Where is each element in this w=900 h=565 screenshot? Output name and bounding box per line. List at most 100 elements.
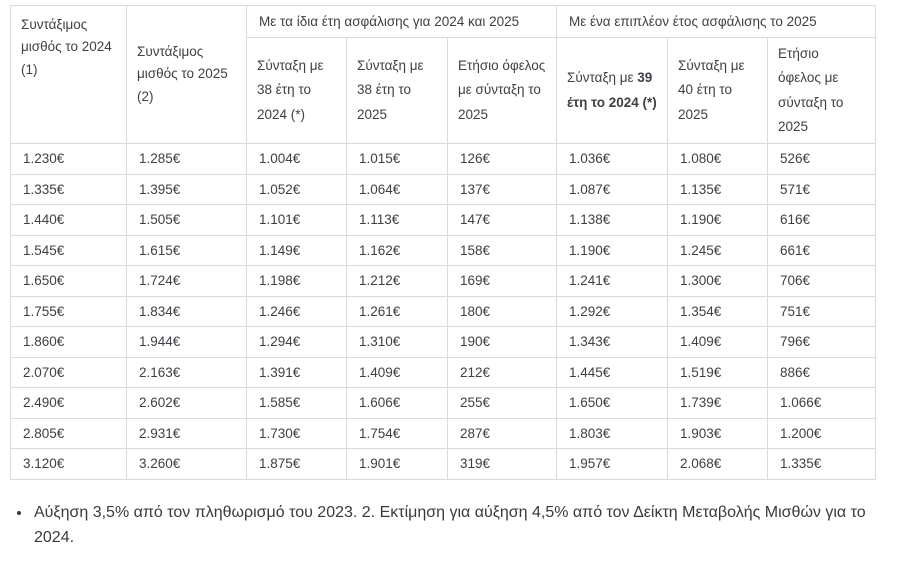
table-header-row-groups: Συντάξιμος μισθός το 2024 (1) Συντάξιμος… [10,4,877,145]
col-header-annual-benefit-same-years: Ετήσιο όφελος με σύνταξη το 2025 [446,36,558,145]
table-cell: 616€ [767,204,877,236]
table-cell: 1.190€ [556,234,669,267]
table-row: 1.545€ 1.615€ 1.149€ 1.162€ 158€ 1.190€ 1.245€… [10,234,877,267]
table-cell: 1.519€ [667,356,769,389]
table-header: Συντάξιμος μισθός το 2024 (1) Συντάξιμος… [10,4,877,145]
table-cell: 1.080€ [667,143,769,175]
table-cell: 1.957€ [556,448,669,480]
table-row: 2.070€ 2.163€ 1.391€ 1.409€ 212€ 1.445€ 1.519€… [10,356,877,389]
header-text: Ετήσιο όφελος με σύνταξη το 2025 [778,46,844,134]
table-cell: 1.754€ [346,417,448,450]
header-text: Σύνταξη με 38 έτη το 2025 [357,58,424,122]
table-cell: 212€ [446,356,558,389]
table-cell: 1.230€ [10,143,127,175]
table-cell: 1.285€ [126,143,247,175]
table-cell: 1.335€ [10,173,127,206]
table-cell: 1.138€ [556,204,669,236]
table-cell: 1.212€ [346,265,448,297]
table-cell: 1.149€ [246,234,347,267]
table-cell: 2.163€ [126,356,247,389]
table-cell: 1.066€ [767,387,877,419]
table-cell: 1.310€ [346,326,448,358]
table-cell: 1.113€ [346,204,448,236]
table-row: 2.805€ 2.931€ 1.730€ 1.754€ 287€ 1.803€ 1.903€… [10,417,877,450]
table-cell: 1.391€ [246,356,347,389]
table-cell: 1.606€ [346,387,448,419]
table-cell: 1.755€ [10,295,127,328]
table-cell: 1.505€ [126,204,247,236]
table-cell: 1.245€ [667,234,769,267]
table-cell: 2.490€ [10,387,127,419]
table-cell: 2.931€ [126,417,247,450]
table-cell: 158€ [446,234,558,267]
table-cell: 169€ [446,265,558,297]
table-cell: 1.135€ [667,173,769,206]
table-cell: 2.070€ [10,356,127,389]
col-header-pension-38y-2025: Σύνταξη με 38 έτη το 2025 [346,36,448,145]
table-cell: 1.292€ [556,295,669,328]
table-cell: 1.650€ [556,387,669,419]
table-cell: 526€ [767,143,877,175]
table-cell: 180€ [446,295,558,328]
col-header-salary-2024: Συντάξιμος μισθός το 2024 (1) [10,4,127,145]
table-cell: 1.354€ [667,295,769,328]
table-cell: 1.440€ [10,204,127,236]
col-header-pension-39y-2024: Σύνταξη με 39 έτη το 2024 (*) [556,36,669,145]
col-group-same-years: Με τα ίδια έτη ασφάλισης για 2024 και 20… [245,5,558,38]
table-cell: 1.834€ [126,295,247,328]
table-row: 2.490€ 2.602€ 1.585€ 1.606€ 255€ 1.650€ 1.739€… [10,387,877,419]
header-text-bold: 39 έτη το 2024 (*) [567,70,657,110]
table-cell: 1.395€ [126,173,247,206]
table-cell: 1.730€ [246,417,347,450]
table-cell: 1.650€ [10,265,127,297]
table-cell: 886€ [767,356,877,389]
table-cell: 1.343€ [556,326,669,358]
table-row: 1.650€ 1.724€ 1.198€ 1.212€ 169€ 1.241€ 1.300€… [10,265,877,297]
table-cell: 287€ [446,417,558,450]
col-header-annual-benefit-extra-year: Ετήσιο όφελος με σύνταξη το 2025 [767,36,877,145]
table-cell: 126€ [446,143,558,175]
table-cell: 1.190€ [667,204,769,236]
table-cell: 3.120€ [10,448,127,480]
table-cell: 1.101€ [246,204,347,236]
table-cell: 1.064€ [346,173,448,206]
table-cell: 1.739€ [667,387,769,419]
table-cell: 1.241€ [556,265,669,297]
table-cell: 1.294€ [246,326,347,358]
table-cell: 571€ [767,173,877,206]
table-cell: 2.602€ [126,387,247,419]
table-cell: 1.004€ [246,143,347,175]
pension-comparison-table: Συντάξιμος μισθός το 2024 (1) Συντάξιμος… [10,4,877,480]
header-text: Ετήσιο όφελος με σύνταξη το 2025 [458,58,546,122]
table-cell: 1.860€ [10,326,127,358]
table-cell: 1.335€ [767,448,877,480]
table-cell: 1.545€ [10,234,127,267]
table-cell: 1.409€ [667,326,769,358]
table-cell: 1.261€ [346,295,448,328]
table-cell: 1.803€ [556,417,669,450]
table-cell: 1.615€ [126,234,247,267]
table-cell: 137€ [446,173,558,206]
table-cell: 1.246€ [246,295,347,328]
header-text: Σύνταξη με [567,70,638,86]
col-header-pension-40y-2025: Σύνταξη με 40 έτη το 2025 [667,36,769,145]
table-cell: 1.903€ [667,417,769,450]
table-cell: 1.445€ [556,356,669,389]
table-cell: 1.036€ [556,143,669,175]
table-row: 1.335€ 1.395€ 1.052€ 1.064€ 137€ 1.087€ 1.135€… [10,173,877,206]
table-row: 1.440€ 1.505€ 1.101€ 1.113€ 147€ 1.138€ 1.190€… [10,204,877,236]
table-cell: 1.015€ [346,143,448,175]
table-cell: 1.409€ [346,356,448,389]
table-cell: 2.805€ [10,417,127,450]
table-cell: 1.162€ [346,234,448,267]
col-header-salary-2025: Συντάξιμος μισθός το 2025 (2) [126,4,247,145]
notes-list: Αύξηση 3,5% από τον πληθωρισμό του 2023.… [10,500,870,550]
table-cell: 1.087€ [556,173,669,206]
header-text: Σύνταξη με 38 έτη το 2024 (*) [257,58,324,122]
table-cell: 1.200€ [767,417,877,450]
table-cell: 796€ [767,326,877,358]
table-cell: 1.901€ [346,448,448,480]
note-salary-increase: Αύξηση 3,5% από τον πληθωρισμό του 2023.… [32,500,870,550]
table-cell: 706€ [767,265,877,297]
table-cell: 2.068€ [667,448,769,480]
